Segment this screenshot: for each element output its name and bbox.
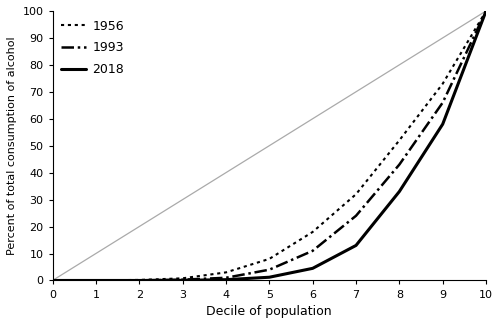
1956 — [440, 82, 446, 86]
1956 — [396, 138, 402, 142]
1993 — [266, 268, 272, 272]
1956 — [266, 257, 272, 261]
1993 — [310, 249, 316, 253]
X-axis label: Decile of population: Decile of population — [206, 305, 332, 318]
1993 — [440, 101, 446, 105]
1993 — [50, 279, 56, 282]
1956 — [483, 9, 489, 13]
2018 — [93, 279, 99, 282]
2018 — [266, 275, 272, 279]
2018 — [180, 279, 186, 282]
2018 — [50, 279, 56, 282]
2018 — [440, 122, 446, 126]
2018 — [353, 243, 359, 247]
2018 — [310, 266, 316, 270]
Line: 2018: 2018 — [52, 11, 486, 280]
1956 — [310, 230, 316, 234]
2018 — [223, 278, 229, 282]
2018 — [396, 189, 402, 193]
Legend: 1956, 1993, 2018: 1956, 1993, 2018 — [59, 17, 127, 79]
1993 — [136, 279, 142, 282]
2018 — [483, 9, 489, 13]
Line: 1993: 1993 — [52, 11, 486, 280]
1993 — [483, 9, 489, 13]
1993 — [353, 214, 359, 218]
1956 — [180, 276, 186, 280]
1993 — [180, 278, 186, 282]
1993 — [93, 279, 99, 282]
1956 — [136, 278, 142, 282]
1956 — [223, 270, 229, 274]
1993 — [396, 162, 402, 166]
1956 — [50, 279, 56, 282]
1993 — [223, 276, 229, 280]
1956 — [353, 192, 359, 196]
1956 — [93, 279, 99, 282]
2018 — [136, 279, 142, 282]
Y-axis label: Percent of total consumption of alcohol: Percent of total consumption of alcohol — [7, 36, 17, 255]
Line: 1956: 1956 — [52, 11, 486, 280]
